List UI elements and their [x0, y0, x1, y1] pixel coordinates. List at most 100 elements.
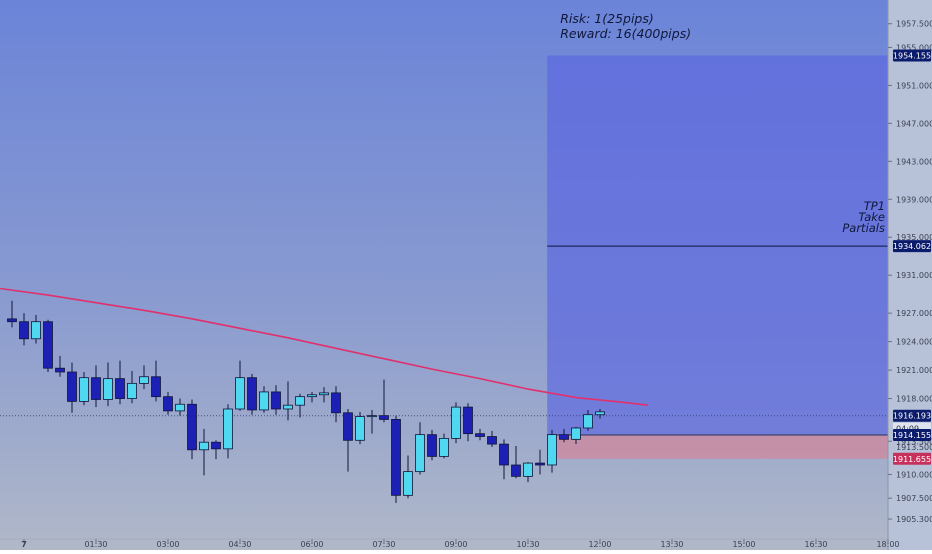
candle[interactable]: [535, 449, 545, 475]
candle[interactable]: [19, 313, 29, 346]
candle[interactable]: [259, 386, 269, 413]
bearish-candle-body: [535, 462, 545, 466]
bullish-candle-body: [523, 462, 533, 477]
bullish-candle-body: [319, 392, 329, 396]
price-tick-label: 1931.000: [896, 271, 932, 280]
tp1-label-line: Take: [858, 210, 885, 224]
stop-zone[interactable]: [547, 435, 888, 459]
candle[interactable]: [139, 365, 149, 390]
bearish-candle-body: [475, 433, 485, 437]
tp1-price-badge-text: 1934.062: [893, 242, 931, 251]
candle[interactable]: [523, 462, 533, 483]
candle[interactable]: [43, 319, 53, 372]
candle[interactable]: [115, 360, 125, 405]
bullish-candle-body: [199, 441, 209, 451]
candle[interactable]: [199, 428, 209, 476]
bearish-candle-body: [7, 318, 17, 323]
bearish-candle-body: [391, 419, 401, 496]
candle[interactable]: [31, 315, 41, 344]
candle[interactable]: [475, 428, 485, 441]
candle[interactable]: [487, 430, 497, 447]
candle[interactable]: [571, 427, 581, 445]
candle[interactable]: [151, 360, 161, 402]
candle[interactable]: [55, 355, 65, 377]
price-tick-label: 1921.000: [896, 366, 932, 375]
bearish-candle-body: [271, 391, 281, 410]
candle[interactable]: [439, 433, 449, 459]
candle[interactable]: [91, 365, 101, 408]
tp1-label-line: Partials: [842, 221, 885, 235]
candle[interactable]: [451, 402, 461, 444]
bearish-candle-body: [331, 392, 341, 414]
bullish-candle-body: [439, 438, 449, 457]
candle[interactable]: [547, 429, 557, 473]
candle[interactable]: [235, 360, 245, 411]
bearish-candle-body: [43, 321, 53, 369]
candle[interactable]: [175, 398, 185, 416]
target-price-badge[interactable]: 1954.155: [893, 49, 931, 62]
bearish-candle-body: [91, 377, 101, 400]
candle[interactable]: [307, 391, 317, 403]
candle[interactable]: [79, 371, 89, 406]
candle[interactable]: [355, 411, 365, 445]
candle[interactable]: [499, 439, 509, 480]
bearish-candle-body: [187, 403, 197, 451]
time-tick-label: 15:00: [732, 540, 755, 549]
risk-label: Risk: 1(25pips): [560, 11, 654, 26]
candle[interactable]: [343, 408, 353, 472]
candle[interactable]: [295, 393, 305, 418]
moving-average-line[interactable]: [0, 287, 649, 406]
bearish-candle-body: [511, 464, 521, 477]
bullish-candle-body: [79, 377, 89, 402]
candle[interactable]: [283, 381, 293, 421]
price-tick-label: 1905.300: [896, 515, 932, 524]
bearish-candle-body: [115, 378, 125, 399]
tp1-price-badge[interactable]: 1934.062: [893, 240, 931, 253]
candle[interactable]: [583, 409, 593, 431]
bearish-candle-body: [343, 412, 353, 441]
candle[interactable]: [271, 385, 281, 415]
bearish-candle-body: [55, 367, 65, 373]
time-tick-label: 18:00: [876, 540, 899, 549]
candle[interactable]: [595, 408, 605, 419]
candle[interactable]: [463, 403, 473, 442]
reward-label: Reward: 16(400pips): [560, 26, 691, 41]
price-tick-label: 1939.000: [896, 195, 932, 204]
bearish-candle-body: [211, 441, 221, 450]
candle[interactable]: [319, 387, 329, 403]
candle[interactable]: [511, 446, 521, 479]
bullish-candle-body: [415, 434, 425, 473]
time-axis[interactable]: 7 01:30 03:00 04:30 06:00 07:30 09:00 10:30 12:0…: [21, 539, 900, 549]
candle[interactable]: [415, 422, 425, 475]
candle[interactable]: [211, 440, 221, 460]
candle[interactable]: [403, 455, 413, 499]
target-zone[interactable]: [547, 55, 888, 436]
current-price-badge[interactable]: 1916.193: [893, 409, 931, 422]
entry-price-badge[interactable]: 1914.155: [893, 429, 931, 442]
candle[interactable]: [367, 409, 377, 434]
candle[interactable]: [67, 362, 77, 413]
candle[interactable]: [247, 373, 257, 415]
candle[interactable]: [163, 391, 173, 415]
tp1-label-line: TP1: [864, 199, 885, 213]
candle[interactable]: [103, 362, 113, 407]
candle[interactable]: [331, 386, 341, 423]
candle[interactable]: [391, 415, 401, 503]
candle[interactable]: [7, 300, 17, 328]
candle[interactable]: [187, 399, 197, 460]
price-tick-label: 1924.000: [896, 338, 932, 347]
bullish-candle-body: [259, 391, 269, 411]
stop-price-badge[interactable]: 1911.655: [893, 452, 931, 465]
candle[interactable]: [127, 371, 137, 404]
bearish-candle-body: [247, 377, 257, 411]
candle[interactable]: [427, 429, 437, 461]
candle[interactable]: [379, 379, 389, 423]
price-tick-label: 1913.500: [896, 437, 932, 446]
candle[interactable]: [559, 428, 569, 443]
bearish-candle-body: [463, 406, 473, 435]
candle[interactable]: [223, 404, 233, 459]
time-tick-label: 07:30: [372, 540, 395, 549]
time-tick-label: 12:00: [588, 540, 611, 549]
